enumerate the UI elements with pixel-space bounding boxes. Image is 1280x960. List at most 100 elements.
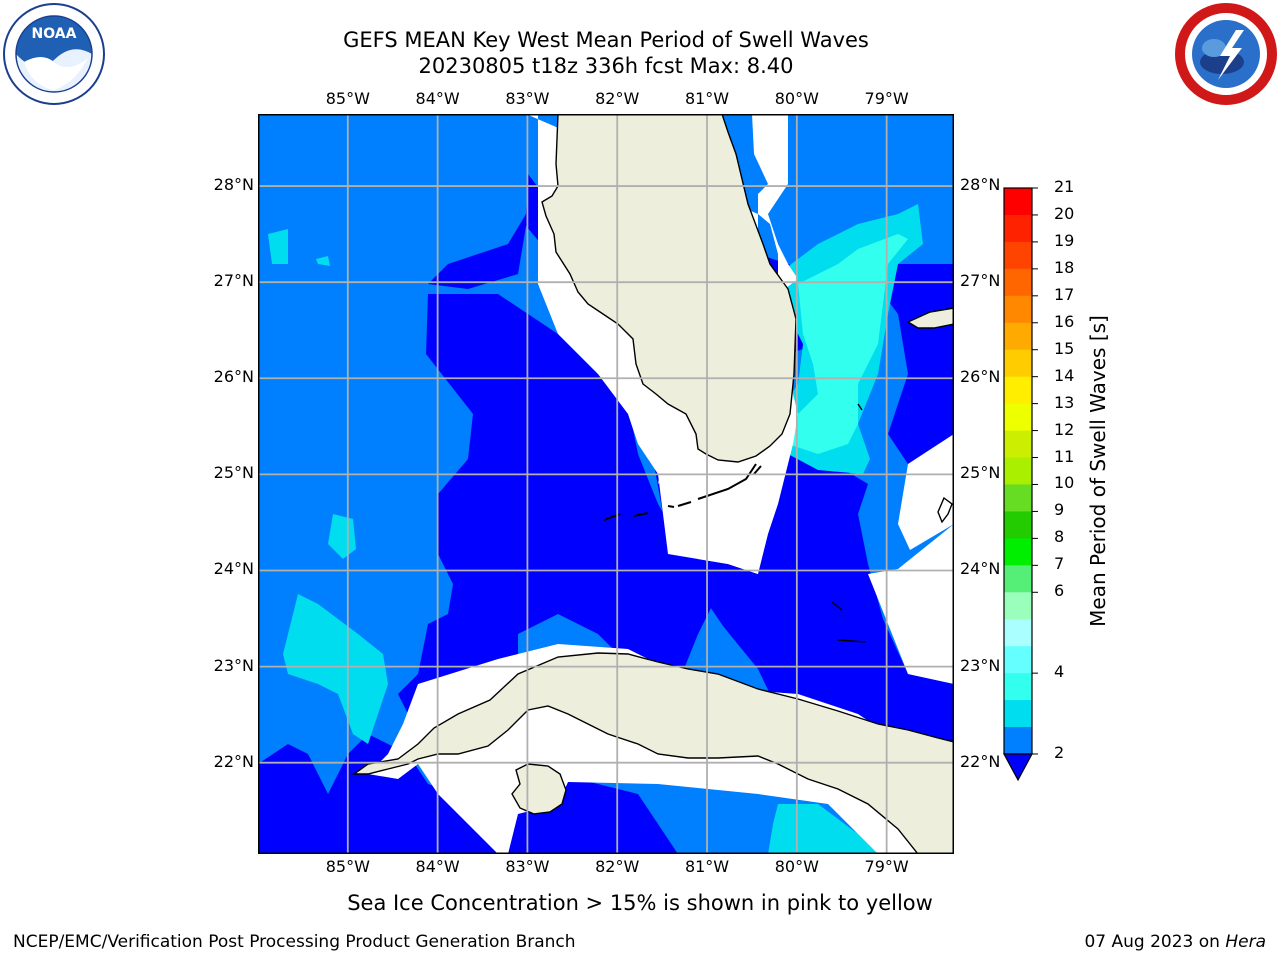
map-subtitle: 20230805 t18z 336h fcst Max: 8.40 <box>418 54 794 78</box>
footer-date: 07 Aug 2023 on Hera <box>1084 932 1266 952</box>
lon-label-top: 79°W <box>864 89 909 108</box>
colorbar-tick-label: 12 <box>1054 419 1075 439</box>
lat-label-right: 22°N <box>960 751 1001 771</box>
lat-label-right: 26°N <box>960 367 1001 387</box>
colorbar-band <box>1004 295 1032 324</box>
nws-logo <box>1175 3 1277 105</box>
footer-date-text: 07 Aug 2023 on <box>1084 932 1226 952</box>
lat-label-left: 24°N <box>213 559 254 579</box>
colorbar-band <box>1004 484 1032 512</box>
colorbar-tick-label: 16 <box>1054 311 1075 331</box>
colorbar-tick-label: 7 <box>1054 554 1065 574</box>
swell-band-4-6 <box>283 594 388 744</box>
colorbar-band <box>1004 430 1032 459</box>
lon-label-top: 84°W <box>415 89 460 108</box>
colorbar-band <box>1004 538 1032 566</box>
lat-label-left: 23°N <box>213 655 254 675</box>
colorbar-tick-label: 17 <box>1054 284 1075 304</box>
land-bahamas <box>831 403 953 643</box>
colorbar-band <box>1004 673 1032 701</box>
lon-label-bottom: 83°W <box>505 857 550 876</box>
colorbar-band <box>1004 403 1032 432</box>
colorbar-band <box>1004 188 1032 216</box>
lon-label-bottom: 80°W <box>774 857 819 876</box>
sea-ice-note-text: Sea Ice Concentration > 15% is shown in … <box>347 891 933 915</box>
lat-label-left: 26°N <box>213 367 254 387</box>
colorbar-band <box>1004 619 1032 647</box>
lon-label-top: 82°W <box>595 89 640 108</box>
colorbar-outline <box>1003 187 1033 755</box>
lat-label-left: 28°N <box>213 175 254 195</box>
lon-label-bottom: 81°W <box>684 857 730 876</box>
lon-label-top: 80°W <box>774 89 819 108</box>
colorbar-tick-label: 4 <box>1054 662 1065 682</box>
colorbar-band <box>1004 565 1032 593</box>
swell-period-map <box>258 114 954 854</box>
colorbar-band <box>1004 727 1032 755</box>
colorbar-band <box>1004 214 1032 243</box>
colorbar-band <box>1004 700 1032 728</box>
colorbar-band <box>1004 322 1032 351</box>
colorbar-tick-label: 11 <box>1054 446 1075 466</box>
colorbar-band <box>1004 268 1032 297</box>
lat-label-right: 25°N <box>960 463 1001 483</box>
land-isla-juventud <box>511 763 567 815</box>
no-data-mask <box>868 524 954 684</box>
colorbar-tick-label: 6 <box>1054 581 1065 601</box>
colorbar-band <box>1004 376 1032 405</box>
swell-band-under-2 <box>428 174 558 289</box>
lat-label-right: 27°N <box>960 271 1001 291</box>
lat-label-right: 24°N <box>960 559 1001 579</box>
land-bahamas <box>906 307 954 329</box>
colorbar-tick-label: 10 <box>1054 473 1075 493</box>
map-border <box>258 114 954 854</box>
swell-band-4-6 <box>316 256 330 266</box>
colorbar-tick-label: 19 <box>1054 230 1075 250</box>
colorbar-tick-label: 21 <box>1054 177 1075 196</box>
noaa-logo: NOAA <box>3 3 105 105</box>
colorbar-tick-label: 2 <box>1054 743 1065 762</box>
colorbar-tick-label: 20 <box>1054 203 1075 223</box>
lon-label-bottom: 84°W <box>415 857 460 876</box>
no-data-mask <box>898 434 954 550</box>
footer-credit: NCEP/EMC/Verification Post Processing Pr… <box>13 932 576 952</box>
lon-label-top: 81°W <box>684 89 730 108</box>
lat-label-left: 22°N <box>213 751 254 771</box>
colorbar-tick-label: 8 <box>1054 527 1065 547</box>
swell-band-4-6 <box>268 229 288 264</box>
swell-band-4-6 <box>768 804 878 854</box>
colorbar-band <box>1004 241 1032 270</box>
lon-label-bottom: 79°W <box>864 857 909 876</box>
lon-label-bottom: 82°W <box>595 857 640 876</box>
lat-label-left: 27°N <box>213 271 254 291</box>
colorbar-tick-label: 15 <box>1054 338 1075 358</box>
colorbar <box>1002 187 1038 782</box>
map-title: GEFS MEAN Key West Mean Period of Swell … <box>343 28 869 52</box>
colorbar-tick-label: 13 <box>1054 392 1075 412</box>
lat-label-right: 23°N <box>960 655 1001 675</box>
colorbar-band <box>1004 457 1032 485</box>
lon-label-bottom: 85°W <box>325 857 370 876</box>
colorbar-band <box>1004 592 1032 620</box>
land-florida-keys <box>603 463 762 521</box>
colorbar-band <box>1004 646 1032 674</box>
swell-band-4-6 <box>328 514 356 559</box>
colorbar-tick-label: 14 <box>1054 365 1075 385</box>
sea-ice-note: Sea Ice Concentration > 15% is shown in … <box>0 891 1280 915</box>
gridlines <box>258 114 954 854</box>
noaa-logo-text: NOAA <box>32 26 77 42</box>
colorbar-label: Mean Period of Swell Waves [s] <box>1086 315 1110 627</box>
swell-band-under-2 <box>398 294 718 724</box>
footer-host: Hera <box>1225 932 1266 952</box>
lon-label-top: 85°W <box>325 89 370 108</box>
colorbar-band <box>1004 349 1032 378</box>
colorbar-band <box>1004 511 1032 539</box>
land-cuba <box>351 652 954 854</box>
swell-band-6-7 <box>788 234 908 454</box>
lat-label-right: 28°N <box>960 175 1001 195</box>
lat-label-left: 25°N <box>213 463 254 483</box>
land-florida <box>541 114 797 463</box>
colorbar-tick-label: 18 <box>1054 257 1075 277</box>
lon-label-top: 83°W <box>505 89 550 108</box>
colorbar-tick-label: 9 <box>1054 500 1065 520</box>
